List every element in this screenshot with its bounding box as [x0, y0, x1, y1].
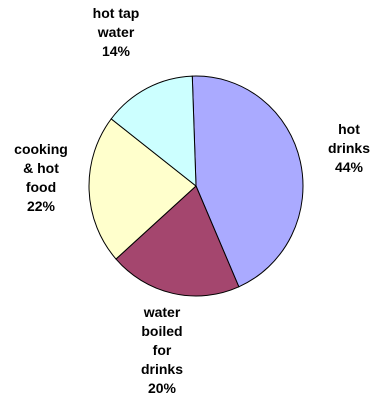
slice-category-label: cooking: [14, 141, 68, 157]
slice-value-label: 14%: [102, 43, 131, 59]
slice-label-3: hot tap water 14%: [93, 5, 140, 59]
pie-slice-3: [110, 75, 197, 188]
slice-category-label: food: [26, 179, 56, 195]
slice-category-label: boiled: [141, 323, 182, 339]
pie-slice-0: [191, 75, 304, 288]
slice-label-1: water boiled for drinks 20%: [141, 304, 183, 396]
slice-category-label: water: [97, 24, 135, 40]
slice-label-2: cooking & hot food 22%: [14, 141, 68, 214]
slice-category-label: hot tap: [93, 5, 140, 21]
slice-category-label: water: [143, 304, 181, 320]
slice-category-label: hot: [338, 121, 360, 137]
pie-slice-1: [115, 185, 240, 297]
slice-category-label: drinks: [328, 140, 370, 156]
pie-slice-2: [88, 118, 197, 260]
slice-category-label: for: [153, 342, 172, 358]
slice-label-0: hot drinks 44%: [328, 121, 370, 175]
slice-value-label: 20%: [148, 380, 177, 396]
slice-value-label: 44%: [335, 159, 364, 175]
slice-category-label: drinks: [141, 361, 183, 377]
slice-category-label: & hot: [23, 160, 59, 176]
slice-value-label: 22%: [27, 198, 56, 214]
